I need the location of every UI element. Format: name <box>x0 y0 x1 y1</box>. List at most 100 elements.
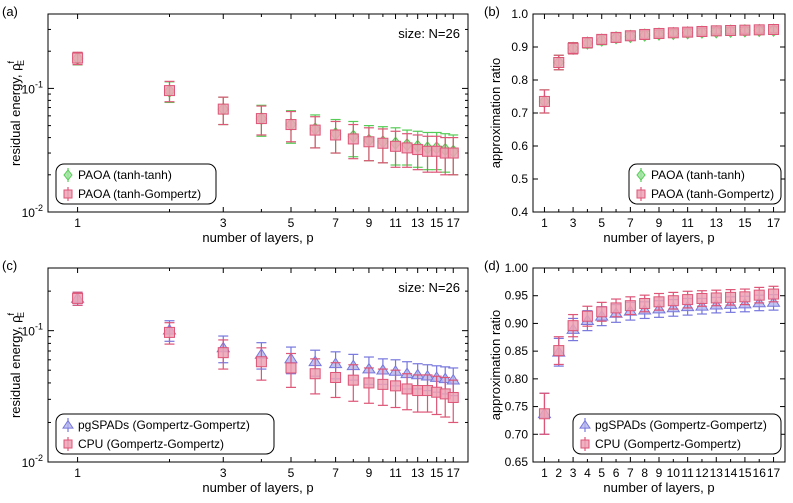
legend-box <box>572 413 782 455</box>
data-point <box>72 292 84 304</box>
x-tick-label: 5 <box>598 216 605 230</box>
series-1 <box>72 51 459 176</box>
plot-frame <box>47 267 469 463</box>
data-point <box>255 356 267 368</box>
x-tick-label: 5 <box>598 466 605 480</box>
x-tick-label: 1 <box>74 216 81 230</box>
data-point <box>377 378 389 390</box>
x-tick-label: 9 <box>656 216 663 230</box>
data-point <box>653 27 665 39</box>
legend-marker <box>636 189 646 199</box>
size-annotation: size: N=26 <box>398 280 460 295</box>
data-point <box>72 52 84 64</box>
data-point <box>330 371 342 383</box>
x-tick-label: 7 <box>627 216 634 230</box>
x-tick-label: 17 <box>447 216 461 230</box>
legend-marker <box>62 419 74 429</box>
panel-label: (c) <box>2 258 17 273</box>
data-point <box>553 57 565 69</box>
legend: PAOA (tanh-tanh) PAOA (tanh-Gompertz) <box>628 163 782 205</box>
data-point <box>347 374 359 386</box>
legend-label: CPU (Gompertz-Gompertz) <box>78 437 224 451</box>
data-point <box>682 26 694 38</box>
legend-box <box>55 163 217 205</box>
y-tick-label: 0.75 <box>505 400 529 414</box>
data-point <box>217 103 229 115</box>
y-tick-label: 0.65 <box>505 455 529 469</box>
data-point <box>710 292 722 304</box>
x-tick-label: 13 <box>411 466 425 480</box>
y-tick-label: 0.85 <box>505 344 529 358</box>
legend-label: CPU (Gompertz-Gompertz) <box>595 437 741 451</box>
data-point <box>163 326 175 338</box>
y-tick-label: 1.00 <box>505 261 529 275</box>
plot-frame <box>47 13 469 213</box>
legend-label: PAOA (tanh-tanh) <box>78 168 172 182</box>
x-tick-label: 11 <box>681 216 694 230</box>
data-point <box>390 380 402 392</box>
y-tick-label: 10-1 <box>22 322 43 339</box>
data-point <box>401 383 413 395</box>
x-tick-label: 7 <box>627 466 634 480</box>
legend-label: PAOA (tanh-Gompertz) <box>651 187 774 201</box>
x-tick-label: 7 <box>332 216 339 230</box>
x-tick-label: 10 <box>667 466 681 480</box>
x-axis-label: number of layers, p <box>603 480 714 495</box>
data-point <box>624 300 636 312</box>
legend-box <box>628 163 782 205</box>
legend-marker <box>63 439 73 449</box>
x-tick-label: 6 <box>613 466 620 480</box>
data-point <box>710 25 722 37</box>
data-point <box>753 289 765 301</box>
x-tick-label: 15 <box>738 216 752 230</box>
data-point <box>696 292 708 304</box>
size-annotation: size: N=26 <box>398 26 460 41</box>
data-point <box>739 291 751 303</box>
y-tick-label: 0.90 <box>505 316 529 330</box>
panel-b: (b)1 3 5 7 9 11 13 15 170.40.50.60.70.80.91.0num… <box>484 4 786 245</box>
y-axis-label: residual energy, ρfE <box>6 60 26 166</box>
legend: PAOA (tanh-tanh) PAOA (tanh-Gompertz) <box>55 163 217 205</box>
data-point <box>309 368 321 380</box>
data-point <box>363 136 375 148</box>
data-point <box>682 294 694 306</box>
data-point <box>255 113 267 125</box>
data-point <box>390 140 402 152</box>
data-point <box>667 27 679 39</box>
panel-label: (b) <box>484 4 500 19</box>
y-tick-label: 10-2 <box>22 453 43 470</box>
y-axis-label: residual energy, ρfE <box>6 312 26 418</box>
legend-label: pgSPADs (Gompertz-Gompertz) <box>78 418 250 432</box>
x-tick-label: 5 <box>288 216 295 230</box>
data-point <box>363 377 375 389</box>
x-axis-label: number of layers, p <box>603 230 714 245</box>
x-tick-label: 13 <box>411 216 425 230</box>
data-point <box>285 119 297 131</box>
x-tick-label: 1 <box>541 216 548 230</box>
data-point <box>553 345 565 357</box>
legend: pgSPADs (Gompertz-Gompertz) CPU (Gompertz… <box>572 413 782 455</box>
data-point <box>725 25 737 36</box>
series-1 <box>538 285 780 435</box>
data-point <box>567 42 579 54</box>
data-point <box>567 320 579 332</box>
y-tick-label: 0.7 <box>511 106 528 120</box>
y-tick-label: 0.80 <box>505 372 529 386</box>
x-tick-label: 1 <box>541 466 548 480</box>
x-tick-label: 9 <box>656 466 663 480</box>
y-axis-label: approximation ratio <box>488 58 503 169</box>
series-1 <box>538 24 780 114</box>
panel-d: (d)1 2 3 4 5 6 7 8 9 10 11 12 13 14 15 16 170.650.700.75… <box>484 258 786 495</box>
x-tick-label: 16 <box>753 466 767 480</box>
y-tick-label: 0.6 <box>511 139 528 153</box>
x-tick-label: 9 <box>366 216 373 230</box>
data-point <box>538 408 550 420</box>
data-point <box>401 142 413 154</box>
data-point <box>610 302 622 314</box>
data-point <box>422 385 434 397</box>
data-point <box>653 296 665 308</box>
data-point <box>447 147 459 159</box>
x-tick-label: 14 <box>724 466 738 480</box>
legend-marker <box>636 169 646 181</box>
x-tick-label: 1 <box>74 466 81 480</box>
